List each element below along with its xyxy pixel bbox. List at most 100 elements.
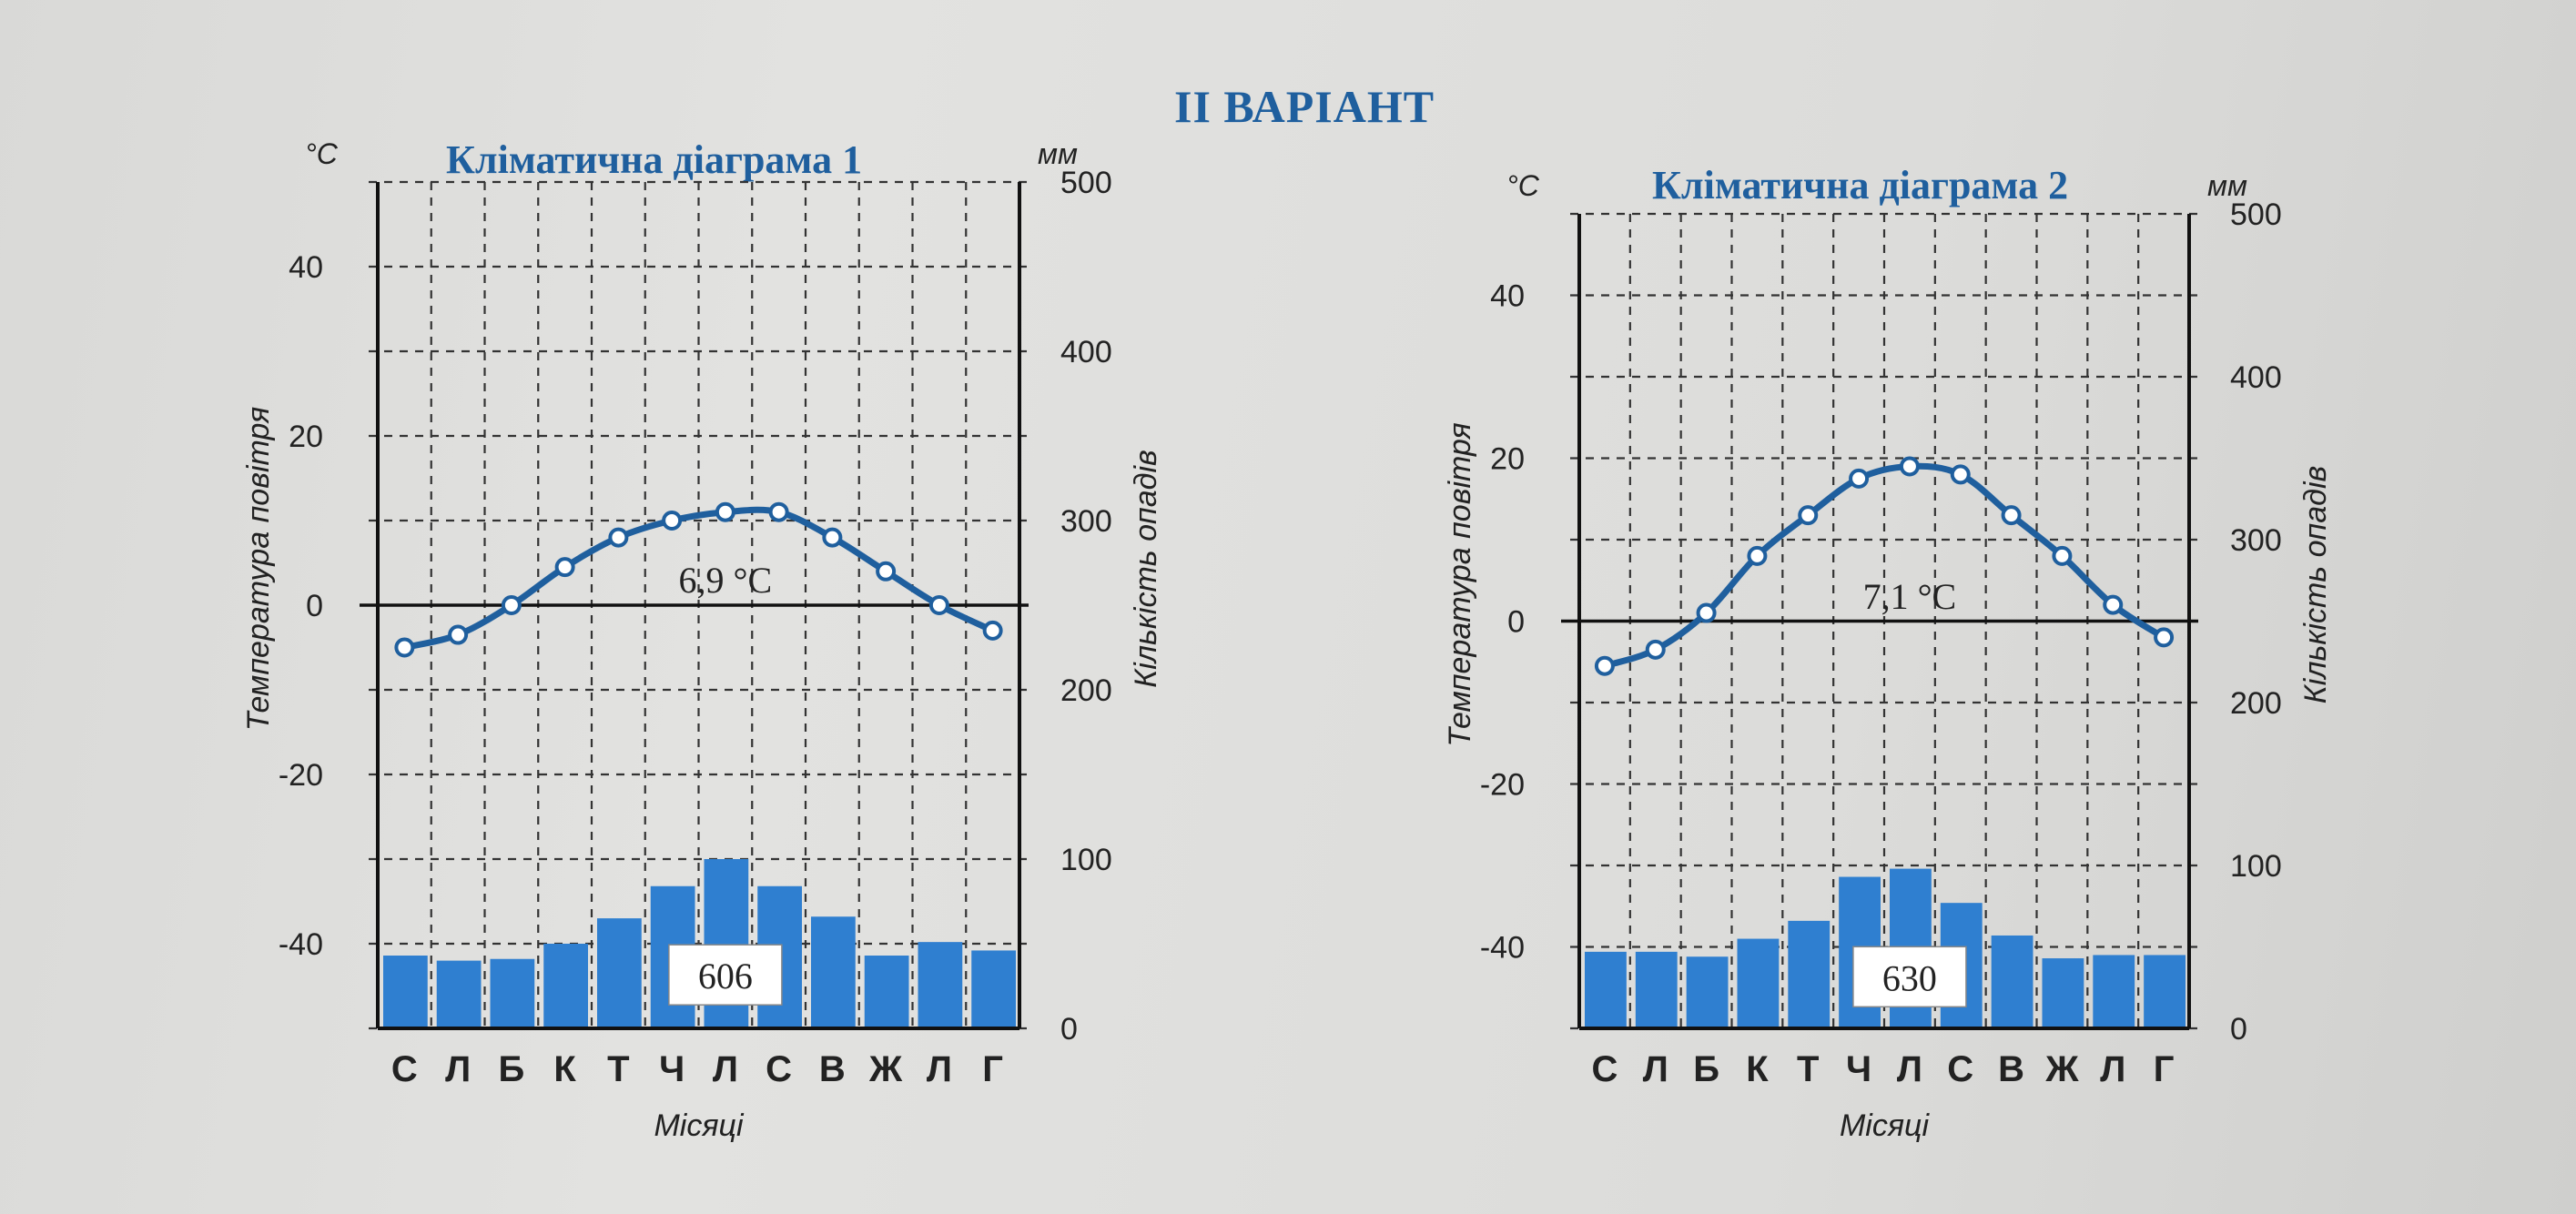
climate-chart-2: Кліматична діаграма 2°С мм40200-20-405004… xyxy=(1443,163,2333,1143)
temperature-tick-label: 0 xyxy=(306,589,323,623)
temperature-point xyxy=(982,620,1003,641)
month-label: Л xyxy=(1643,1049,1668,1089)
temperature-tick-label: 20 xyxy=(289,420,323,454)
precipitation-bar xyxy=(2093,955,2135,1028)
precipitation-bar xyxy=(597,918,642,1028)
temperature-point xyxy=(501,595,522,615)
temperature-tick-label: -40 xyxy=(1480,931,1525,966)
precipitation-bar xyxy=(1585,951,1627,1028)
precipitation-tick-label: 100 xyxy=(2230,849,2282,884)
precipitation-tick-label: 200 xyxy=(1060,673,1112,708)
precipitation-bar xyxy=(490,958,535,1028)
temperature-tick-label: -20 xyxy=(1480,768,1525,803)
month-label: С xyxy=(1947,1049,1973,1089)
precipitation-tick-label: 500 xyxy=(1060,166,1112,200)
temperature-tick-label: 20 xyxy=(1490,442,1525,477)
temperature-tick-label: -40 xyxy=(279,927,323,962)
left-unit: °С xyxy=(1506,169,1540,202)
precipitation-bar xyxy=(1788,920,1831,1028)
precipitation-tick-label: 300 xyxy=(1060,504,1112,539)
temperature-tick-label: -20 xyxy=(279,758,323,793)
temperature-tick-label: 0 xyxy=(1507,605,1525,640)
precipitation-bar xyxy=(811,916,856,1028)
month-label: Т xyxy=(1797,1049,1819,1089)
precipitation-tick-label: 300 xyxy=(2230,523,2282,558)
x-axis-label: Місяці xyxy=(1840,1108,1930,1143)
month-label: Л xyxy=(2100,1049,2125,1089)
right-unit: мм xyxy=(2207,169,2247,202)
x-axis-label: Місяці xyxy=(654,1108,744,1143)
precipitation-total-label: 630 xyxy=(1882,957,1937,998)
temperature-point xyxy=(822,527,843,548)
precipitation-total-box xyxy=(1852,946,1967,1008)
month-label: Л xyxy=(713,1049,738,1089)
temperature-point xyxy=(1696,602,1717,623)
precipitation-tick-label: 500 xyxy=(2230,197,2282,232)
precipitation-bar xyxy=(1991,935,2033,1028)
precipitation-total-box xyxy=(668,944,783,1006)
precipitation-axis-label: Кількість опадів xyxy=(1129,450,1163,688)
chart-title: Кліматична діаграма 1 xyxy=(446,137,862,182)
temperature-point xyxy=(715,501,735,522)
precipitation-total-label: 606 xyxy=(698,956,753,996)
precipitation-bar xyxy=(436,960,482,1028)
month-label: Б xyxy=(1693,1049,1719,1089)
variant-title: ІІ ВАРІАНТ xyxy=(1174,81,1435,132)
average-temperature-label: 6,9 °С xyxy=(679,560,773,601)
temperature-point xyxy=(554,557,575,578)
temperature-point xyxy=(2001,505,2022,526)
temperature-point xyxy=(2103,594,2124,615)
temperature-point xyxy=(2154,627,2175,648)
precipitation-tick-label: 0 xyxy=(1060,1012,1078,1047)
left-unit: °С xyxy=(305,137,339,170)
temperature-point xyxy=(662,511,683,531)
month-label: Г xyxy=(982,1049,1003,1089)
temperature-point xyxy=(1645,639,1666,660)
temperature-axis-label: Температура повітря xyxy=(1443,422,1477,746)
month-label: К xyxy=(1746,1049,1769,1089)
month-label: Ч xyxy=(659,1049,685,1089)
precipitation-bar xyxy=(918,942,963,1028)
month-label: Ж xyxy=(868,1049,903,1089)
temperature-point xyxy=(1798,505,1819,526)
temperature-point xyxy=(1747,545,1768,566)
temperature-point xyxy=(608,527,629,548)
precipitation-tick-label: 400 xyxy=(2230,360,2282,395)
precipitation-bar xyxy=(1737,938,1780,1028)
month-label: С xyxy=(391,1049,418,1089)
month-label: С xyxy=(1591,1049,1618,1089)
precipitation-bar xyxy=(543,944,588,1028)
month-label: Л xyxy=(1897,1049,1922,1089)
temperature-point xyxy=(1950,464,1971,485)
temperature-axis-label: Температура повітря xyxy=(241,407,276,731)
temperature-point xyxy=(394,637,415,658)
temperature-point xyxy=(448,624,469,645)
average-temperature-label: 7,1 °С xyxy=(1863,576,1957,617)
precipitation-bar xyxy=(2042,958,2084,1028)
month-label: С xyxy=(766,1049,792,1089)
temperature-point xyxy=(1594,655,1615,676)
month-label: Т xyxy=(607,1049,629,1089)
month-label: Л xyxy=(445,1049,471,1089)
precipitation-bar xyxy=(383,956,428,1028)
chart-title: Кліматична діаграма 2 xyxy=(1652,163,2068,207)
temperature-point xyxy=(876,561,897,582)
precipitation-tick-label: 0 xyxy=(2230,1012,2247,1047)
month-label: Л xyxy=(927,1049,952,1089)
month-label: К xyxy=(553,1049,576,1089)
temperature-tick-label: 40 xyxy=(1490,279,1525,314)
precipitation-tick-label: 200 xyxy=(2230,686,2282,721)
precipitation-bar xyxy=(1686,956,1729,1028)
temperature-tick-label: 40 xyxy=(289,250,323,285)
precipitation-bar xyxy=(1635,951,1678,1028)
month-label: В xyxy=(819,1049,846,1089)
climate-chart-1: Кліматична діаграма 1°С мм40200-20-405004… xyxy=(241,137,1163,1143)
temperature-point xyxy=(2052,545,2073,566)
right-unit: мм xyxy=(1038,137,1078,170)
precipitation-axis-label: Кількість опадів xyxy=(2298,466,2333,704)
month-label: Б xyxy=(499,1049,525,1089)
temperature-point xyxy=(768,501,789,522)
temperature-point xyxy=(928,595,949,615)
precipitation-tick-label: 400 xyxy=(1060,335,1112,369)
